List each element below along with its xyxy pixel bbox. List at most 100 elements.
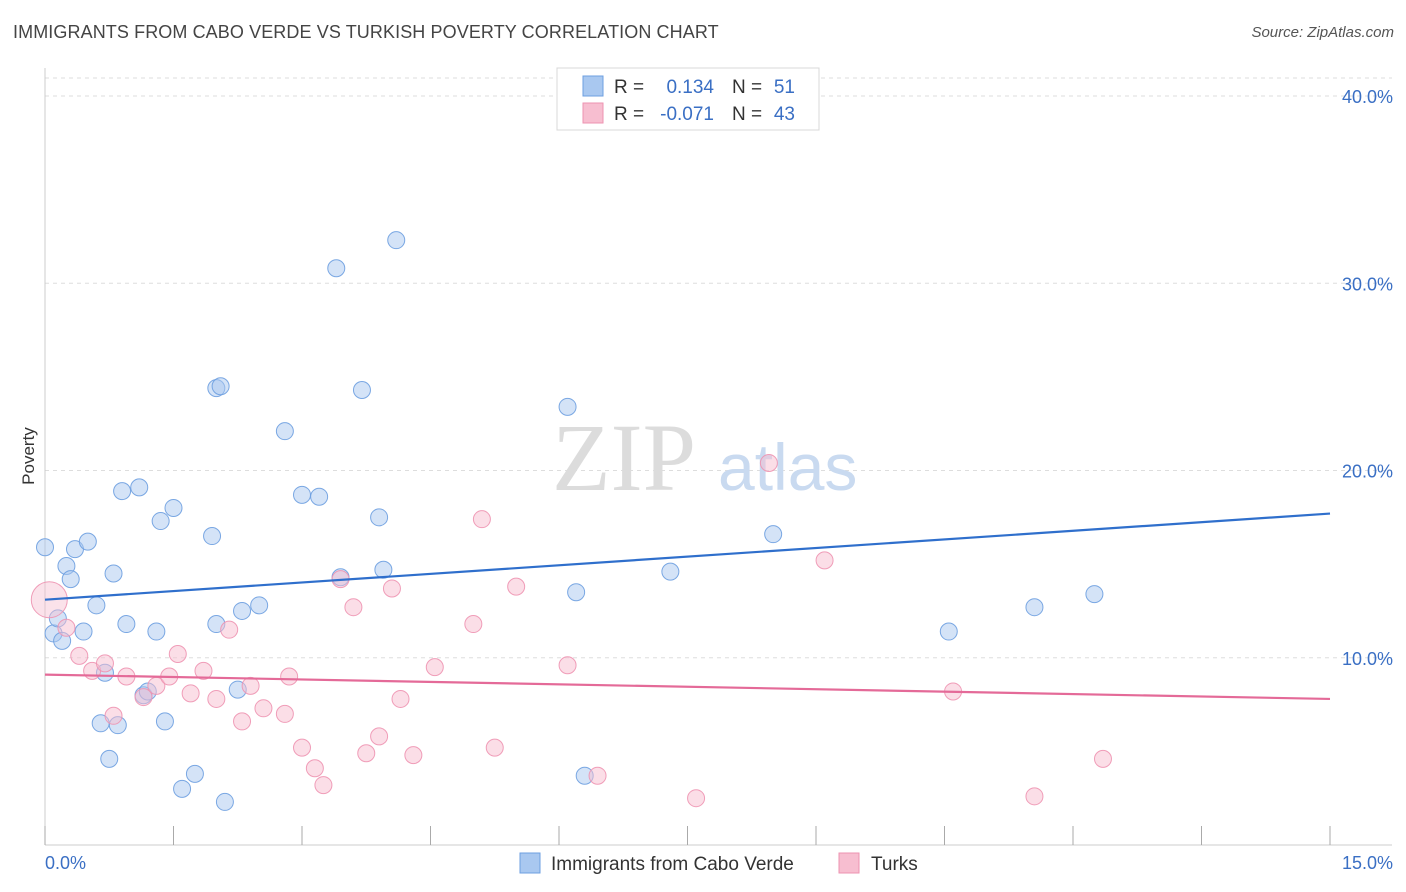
- cabo-verde-point-39: [352, 380, 371, 399]
- watermark-atlas: atlas: [718, 430, 857, 504]
- turks-point-26: [370, 727, 389, 746]
- cabo-verde-point-7: [74, 622, 93, 641]
- turks-point-38: [759, 454, 778, 473]
- legend-swatch-cabo-verde: [582, 75, 604, 97]
- turks-point-36: [588, 766, 607, 785]
- cabo-verde-trend-line: [44, 512, 1331, 601]
- y-tick-label-20: 20.0%: [1342, 462, 1393, 482]
- turks-point-29: [404, 746, 423, 765]
- y-tick-label-40: 40.0%: [1342, 87, 1393, 107]
- cabo-verde-point-12: [100, 749, 119, 768]
- legend-r-value-1: 0.134: [666, 77, 714, 98]
- turks-point-32: [472, 510, 491, 529]
- cabo-verde-point-16: [117, 615, 136, 634]
- turks-point-27: [382, 579, 401, 598]
- legend-r-label-2: R =: [614, 104, 644, 125]
- cabo-verde-point-35: [293, 485, 311, 504]
- turks-point-12: [194, 661, 213, 680]
- cabo-verde-point-37: [327, 259, 346, 278]
- turks-point-42: [1093, 749, 1112, 768]
- turks-point-31: [464, 615, 483, 634]
- turks-point-30: [425, 658, 444, 677]
- cabo-verde-point-41: [374, 560, 393, 579]
- turks-point-13: [207, 689, 226, 708]
- data-points: [30, 231, 1112, 811]
- turks-point-7: [134, 688, 153, 707]
- turks-point-17: [254, 699, 273, 718]
- cabo-verde-point-48: [939, 622, 958, 641]
- y-tick-label-30: 30.0%: [1342, 274, 1393, 294]
- chart-title: IMMIGRANTS FROM CABO VERDE VS TURKISH PO…: [13, 22, 719, 42]
- turks-point-35: [558, 656, 577, 675]
- cabo-verde-point-9: [87, 596, 106, 615]
- turks-point-24: [344, 598, 363, 617]
- x-tick-label-max: 15.0%: [1342, 853, 1393, 873]
- cabo-verde-point-5: [61, 570, 80, 589]
- cabo-verde-point-29: [211, 377, 230, 396]
- turks-point-11: [181, 684, 200, 703]
- gridlines: [45, 77, 1392, 659]
- cabo-verde-point-36: [310, 487, 329, 506]
- legend-n-label-1: N =: [732, 77, 762, 98]
- turks-point-37: [687, 789, 706, 808]
- turks-point-2: [70, 646, 89, 665]
- cabo-verde-point-34: [275, 422, 294, 441]
- cabo-verde-point-13: [104, 564, 123, 583]
- cabo-verde-point-43: [558, 397, 577, 416]
- turks-point-41: [1025, 787, 1044, 806]
- turks-point-18: [275, 704, 294, 723]
- turks-point-25: [357, 744, 376, 763]
- cabo-verde-point-42: [387, 231, 406, 250]
- tick-labels: 10.0% 20.0% 30.0% 40.0% 0.0% 15.0%: [45, 87, 1393, 873]
- bottom-legend-label-turks: Turks: [871, 854, 918, 875]
- cabo-verde-point-49: [1025, 598, 1044, 617]
- turks-point-28: [391, 689, 410, 708]
- cabo-verde-point-8: [78, 532, 97, 551]
- turks-point-20: [293, 738, 311, 757]
- cabo-verde-point-17: [130, 478, 149, 497]
- cabo-verde-point-46: [661, 562, 680, 581]
- cabo-verde-point-47: [764, 525, 783, 544]
- cabo-verde-point-20: [147, 622, 166, 641]
- turks-point-5: [104, 706, 123, 725]
- turks-point-39: [815, 551, 834, 570]
- cabo-verde-point-15: [113, 482, 132, 501]
- cabo-verde-point-22: [155, 712, 174, 731]
- chart-source: Source: ZipAtlas.com: [1251, 24, 1394, 41]
- turks-point-15: [233, 712, 252, 731]
- cabo-verde-point-21: [151, 512, 170, 531]
- cabo-verde-point-23: [164, 498, 183, 517]
- turks-point-1: [57, 618, 76, 637]
- turks-trend-line: [44, 673, 1331, 701]
- turks-point-21: [305, 759, 324, 778]
- x-tick-label-min: 0.0%: [45, 853, 86, 873]
- turks-point-14: [220, 620, 239, 639]
- legend-n-value-1: 51: [774, 77, 795, 98]
- cabo-verde-point-30: [215, 792, 234, 811]
- correlation-legend: R = 0.134 N = 51 R = -0.071 N = 43: [556, 67, 820, 131]
- legend-n-value-2: 43: [774, 104, 795, 125]
- turks-point-10: [168, 645, 187, 664]
- bottom-legend-swatch-cabo-verde: [519, 852, 541, 874]
- cabo-verde-point-50: [1085, 585, 1104, 604]
- cabo-verde-point-40: [370, 508, 389, 527]
- y-axis-label: Poverty: [19, 427, 38, 485]
- turks-point-19: [280, 667, 299, 686]
- bottom-legend-label-cabo-verde: Immigrants from Cabo Verde: [551, 854, 794, 875]
- series-legend: Immigrants from Cabo Verde Turks: [519, 852, 918, 875]
- legend-r-label-1: R =: [614, 77, 644, 98]
- turks-point-33: [485, 738, 504, 757]
- legend-r-value-2: -0.071: [660, 104, 714, 125]
- trend-lines: [44, 512, 1331, 701]
- watermark-zip: ZIP: [552, 404, 696, 511]
- legend-swatch-turks: [582, 102, 604, 124]
- cabo-verde-point-24: [173, 779, 192, 798]
- cabo-verde-point-32: [233, 601, 252, 620]
- cabo-verde-point-33: [250, 596, 269, 615]
- turks-point-16: [241, 676, 260, 695]
- cabo-verde-point-44: [567, 583, 586, 602]
- y-tick-label-10: 10.0%: [1342, 649, 1393, 669]
- turks-point-22: [314, 776, 333, 795]
- cabo-verde-point-25: [185, 764, 204, 783]
